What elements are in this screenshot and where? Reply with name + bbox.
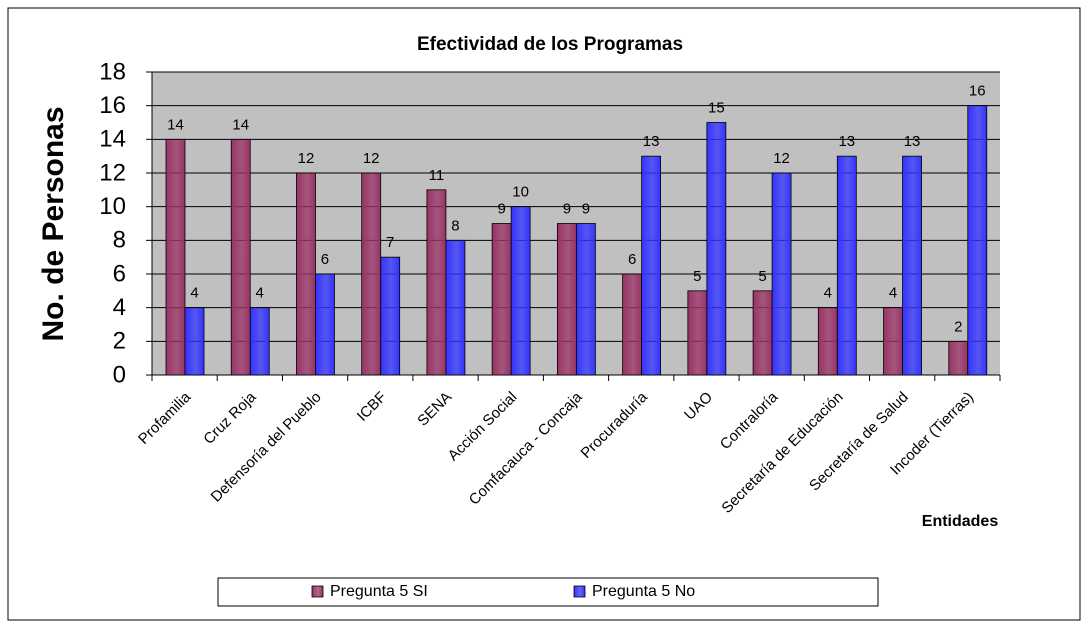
bar xyxy=(902,155,922,376)
data-label: 6 xyxy=(628,251,636,268)
data-label: 13 xyxy=(838,133,855,150)
data-label: 13 xyxy=(643,133,660,150)
data-label: 13 xyxy=(904,133,921,150)
bar xyxy=(315,273,335,376)
legend-box xyxy=(217,577,879,607)
bar xyxy=(836,155,857,376)
bar xyxy=(230,138,251,376)
data-label: 7 xyxy=(386,234,394,251)
y-tick-label: 0 xyxy=(113,361,126,388)
data-label: 5 xyxy=(693,268,701,285)
bar xyxy=(556,223,577,376)
bar xyxy=(296,172,316,376)
y-tick-label: 8 xyxy=(113,227,126,254)
data-label: 12 xyxy=(298,150,315,167)
legend-label: Pregunta 5 SI xyxy=(330,583,428,600)
y-tick-label: 4 xyxy=(113,294,126,321)
data-label: 5 xyxy=(758,268,766,285)
legend-swatch xyxy=(311,585,324,598)
legend-swatch xyxy=(573,585,586,598)
bar xyxy=(967,105,988,376)
bar xyxy=(948,340,969,376)
data-label: 4 xyxy=(256,285,264,302)
bar xyxy=(426,189,447,376)
y-tick-label: 18 xyxy=(99,58,126,85)
bar xyxy=(510,206,531,376)
bar xyxy=(249,307,270,376)
y-tick-label: 10 xyxy=(99,193,126,220)
data-label: 8 xyxy=(451,217,459,234)
y-tick-label: 2 xyxy=(113,328,126,355)
bar xyxy=(817,307,838,376)
data-label: 2 xyxy=(954,318,962,335)
bar xyxy=(641,155,662,376)
data-label: 6 xyxy=(321,251,329,268)
y-tick-label: 12 xyxy=(99,159,126,186)
data-label: 14 xyxy=(167,116,184,133)
data-label: 12 xyxy=(363,150,380,167)
y-axis-label: No. de Personas xyxy=(37,106,70,341)
data-label: 4 xyxy=(824,285,832,302)
data-label: 9 xyxy=(582,200,590,217)
bar xyxy=(706,122,727,376)
bar xyxy=(622,273,643,376)
data-label: 14 xyxy=(232,116,249,133)
bar xyxy=(445,239,466,376)
bar xyxy=(491,223,512,376)
data-label: 11 xyxy=(429,167,445,184)
data-label: 10 xyxy=(512,184,529,201)
y-tick-label: 14 xyxy=(99,126,126,153)
legend-label: Pregunta 5 No xyxy=(592,583,695,600)
bar xyxy=(575,223,596,376)
data-label: 15 xyxy=(708,99,725,116)
chart-title: Efectividad de los Programas xyxy=(417,34,683,55)
bar xyxy=(184,307,205,376)
data-label: 4 xyxy=(889,285,897,302)
bar xyxy=(771,172,792,376)
bar xyxy=(752,290,773,376)
bar xyxy=(165,138,186,376)
data-label: 4 xyxy=(190,285,198,302)
bar xyxy=(687,290,708,376)
data-label: 12 xyxy=(773,150,790,167)
y-tick-label: 6 xyxy=(113,260,126,287)
bar xyxy=(361,172,382,376)
bar xyxy=(380,256,401,376)
x-axis-label: Entidades xyxy=(922,513,999,530)
bar xyxy=(883,307,903,376)
data-label: 9 xyxy=(497,200,505,217)
data-label: 9 xyxy=(563,200,571,217)
y-tick-label: 16 xyxy=(99,92,126,119)
data-label: 16 xyxy=(969,83,986,100)
